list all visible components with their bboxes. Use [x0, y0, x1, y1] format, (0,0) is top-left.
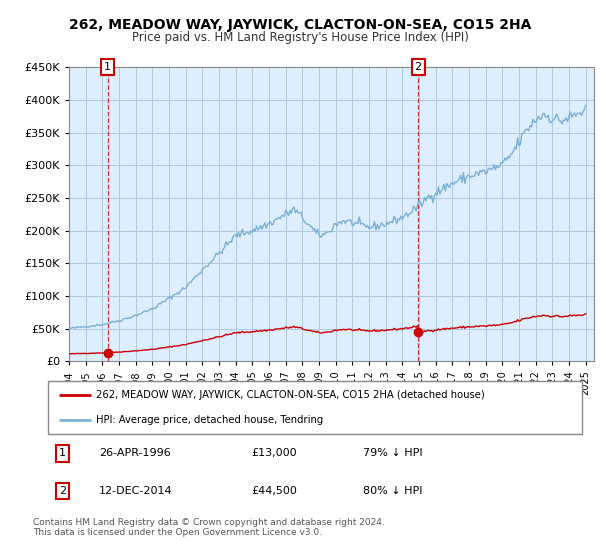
- Text: £13,000: £13,000: [251, 449, 296, 459]
- FancyBboxPatch shape: [48, 381, 582, 434]
- Text: 80% ↓ HPI: 80% ↓ HPI: [363, 486, 422, 496]
- Text: 12-DEC-2014: 12-DEC-2014: [99, 486, 172, 496]
- Text: 262, MEADOW WAY, JAYWICK, CLACTON-ON-SEA, CO15 2HA (detached house): 262, MEADOW WAY, JAYWICK, CLACTON-ON-SEA…: [96, 390, 485, 400]
- Text: 26-APR-1996: 26-APR-1996: [99, 449, 170, 459]
- Text: £44,500: £44,500: [251, 486, 297, 496]
- Text: Contains HM Land Registry data © Crown copyright and database right 2024.
This d: Contains HM Land Registry data © Crown c…: [33, 518, 385, 538]
- Text: 79% ↓ HPI: 79% ↓ HPI: [363, 449, 422, 459]
- Text: HPI: Average price, detached house, Tendring: HPI: Average price, detached house, Tend…: [96, 414, 323, 424]
- Text: 2: 2: [59, 486, 66, 496]
- Text: Price paid vs. HM Land Registry's House Price Index (HPI): Price paid vs. HM Land Registry's House …: [131, 31, 469, 44]
- Text: 262, MEADOW WAY, JAYWICK, CLACTON-ON-SEA, CO15 2HA: 262, MEADOW WAY, JAYWICK, CLACTON-ON-SEA…: [69, 18, 531, 32]
- Text: 1: 1: [59, 449, 65, 459]
- Text: 1: 1: [104, 62, 111, 72]
- Text: 2: 2: [415, 62, 422, 72]
